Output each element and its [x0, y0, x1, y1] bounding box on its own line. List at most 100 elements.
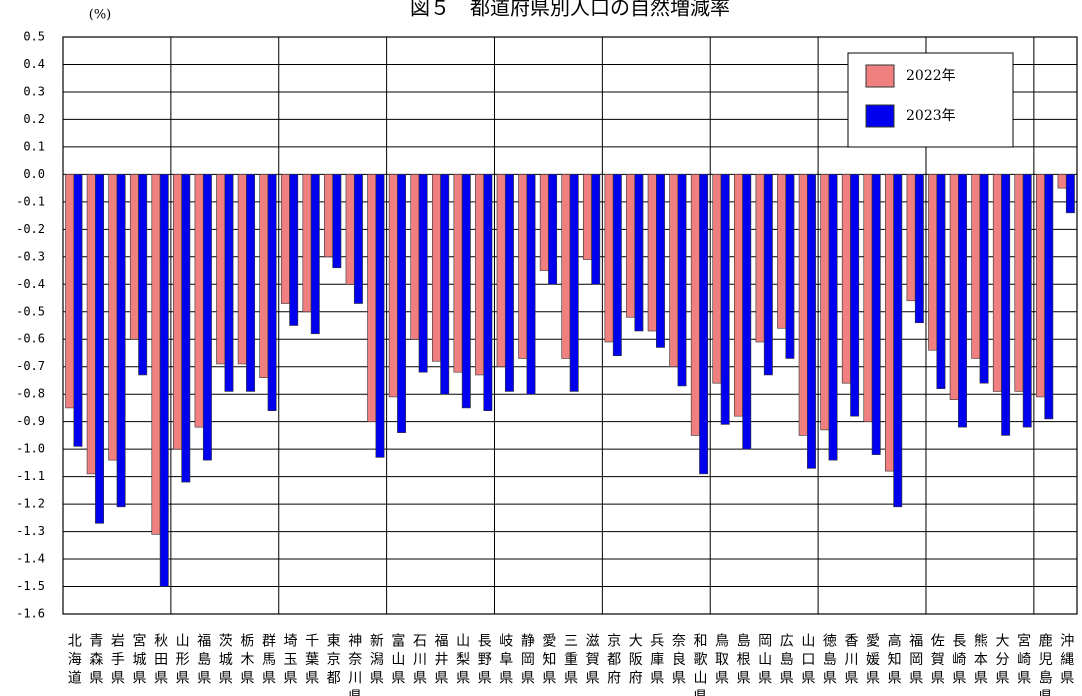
- bar: [885, 174, 894, 472]
- bar: [194, 174, 204, 428]
- bar: [828, 174, 838, 461]
- y-tick-label: -1.3: [16, 524, 45, 538]
- bar: [936, 174, 946, 389]
- bar: [159, 174, 169, 587]
- x-tick-label: 千葉県: [303, 633, 319, 689]
- bar: [893, 174, 903, 508]
- legend-swatch: [865, 64, 895, 88]
- x-tick-label: 香川県: [842, 633, 858, 689]
- x-tick-label: 福島県: [195, 633, 211, 689]
- bar: [95, 174, 104, 524]
- bar: [116, 174, 126, 508]
- bar: [656, 174, 665, 348]
- y-tick-label: -1.4: [16, 552, 45, 566]
- y-tick-label: -1.6: [16, 607, 45, 621]
- y-tick-label: -0.3: [16, 249, 45, 263]
- bar: [734, 174, 743, 417]
- bar: [496, 174, 506, 368]
- x-tick-label: 大阪府: [627, 633, 643, 689]
- bar: [461, 174, 471, 409]
- bar: [582, 174, 592, 260]
- bar: [992, 174, 1002, 392]
- x-tick-label: 高知県: [886, 632, 902, 688]
- bar: [798, 174, 808, 436]
- x-tick-label: 滋賀県: [584, 633, 600, 689]
- bar: [267, 174, 277, 411]
- bar: [108, 174, 118, 461]
- y-tick-label: -0.5: [16, 304, 45, 318]
- x-tick-label: 和歌山県: [691, 633, 707, 696]
- bar: [548, 174, 558, 285]
- bar: [345, 174, 355, 285]
- y-tick-label: -0.6: [16, 332, 45, 346]
- bar: [65, 174, 75, 409]
- x-tick-label: 徳島県: [821, 633, 837, 689]
- x-tick-label: 佐賀県: [929, 633, 945, 689]
- x-tick-label: 茨城県: [217, 633, 233, 689]
- x-tick-label: 宮城県: [131, 633, 147, 689]
- bar: [1036, 174, 1045, 398]
- bar: [440, 174, 450, 395]
- bar: [518, 174, 528, 359]
- x-tick-label: 広島県: [778, 633, 794, 689]
- bar: [634, 174, 644, 332]
- bar: [224, 174, 234, 392]
- bar: [216, 174, 226, 365]
- bar: [173, 174, 182, 450]
- x-tick-label: 愛媛県: [864, 633, 880, 689]
- x-tick-label: 静岡県: [519, 633, 535, 689]
- x-tick-label: 岩手県: [109, 633, 125, 689]
- bar: [906, 174, 916, 302]
- x-tick-label: 石川県: [411, 633, 427, 689]
- x-tick-label: 大分県: [993, 633, 1009, 689]
- bar: [431, 174, 441, 362]
- legend-swatch: [865, 104, 895, 128]
- bar: [979, 174, 989, 384]
- x-tick-label: 福井県: [433, 633, 449, 689]
- bar: [1057, 174, 1067, 189]
- bar: [367, 174, 377, 422]
- x-tick-label: 埼玉県: [282, 633, 298, 689]
- bar: [785, 174, 795, 359]
- bar: [410, 174, 420, 340]
- bar: [289, 174, 299, 326]
- bar: [971, 174, 981, 359]
- bar: [151, 174, 161, 535]
- bar: [712, 174, 722, 384]
- bar: [591, 174, 601, 285]
- bar: [138, 174, 148, 376]
- bar: [1022, 174, 1032, 428]
- bar: [958, 174, 967, 428]
- bar: [86, 174, 96, 475]
- x-tick-label: 青森県: [87, 633, 103, 689]
- bar: [807, 174, 816, 469]
- bar: [202, 174, 212, 461]
- y-tick-label: -0.9: [16, 414, 45, 428]
- y-tick-label: -0.7: [16, 359, 45, 373]
- x-tick-label: 山梨県: [454, 633, 470, 689]
- bar: [388, 174, 398, 398]
- x-tick-label: 群馬県: [260, 633, 276, 689]
- x-tick-label: 北海道: [66, 633, 82, 689]
- bar: [742, 174, 752, 450]
- y-tick-label: 0.5: [23, 30, 45, 44]
- bar: [539, 174, 549, 271]
- x-tick-label: 島根県: [735, 633, 751, 689]
- x-tick-label: 愛知県: [540, 633, 556, 689]
- x-tick-label: 鹿児島県: [1037, 632, 1053, 696]
- x-tick-label: 熊本県: [972, 633, 988, 689]
- bar: [237, 174, 247, 365]
- bar: [755, 174, 765, 343]
- bar: [280, 174, 290, 304]
- bar: [475, 174, 485, 376]
- x-tick-label: 神奈川県: [346, 633, 362, 696]
- x-tick-label: 奈良県: [670, 633, 686, 689]
- bar: [418, 174, 428, 373]
- legend-label: 2022年: [906, 68, 956, 84]
- bar: [777, 174, 787, 329]
- x-tick-label: 三重県: [562, 633, 578, 689]
- y-tick-label: -0.1: [16, 194, 45, 208]
- bar: [1014, 174, 1024, 392]
